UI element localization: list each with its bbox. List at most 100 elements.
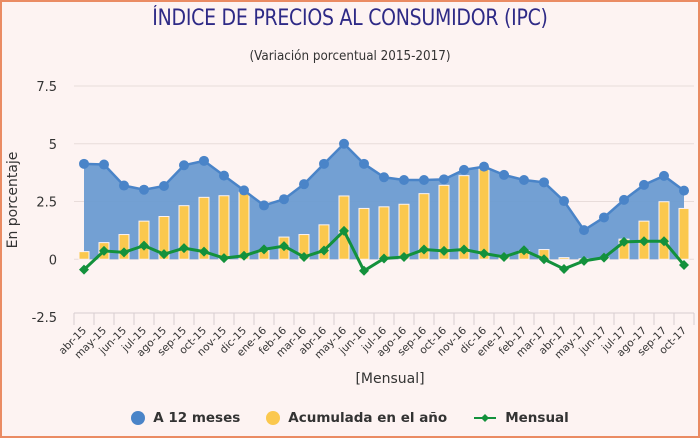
area-point: [79, 158, 89, 169]
area-point: [619, 194, 629, 205]
area-point: [359, 158, 369, 169]
area-point: [139, 184, 149, 195]
legend-item-a12[interactable]: A 12 meses: [131, 410, 240, 426]
bar: [238, 191, 250, 260]
line-series-mensual: [79, 225, 689, 276]
chart-subtitle: (Variación porcentual 2015-2017): [249, 49, 451, 64]
bar: [458, 175, 470, 260]
legend-item-acumulada[interactable]: Acumulada en el año: [266, 410, 447, 426]
mensual-point: [459, 244, 469, 255]
y-tick-label: 0: [49, 253, 57, 268]
bar: [78, 251, 90, 260]
mensual-point: [639, 236, 649, 247]
mensual-point: [259, 244, 269, 255]
mensual-point: [379, 253, 389, 264]
bar: [138, 220, 150, 260]
bar: [478, 167, 490, 260]
mensual-point: [319, 245, 329, 256]
area-point: [339, 138, 349, 149]
circle-icon: [266, 411, 281, 425]
y-tick-label: -2.5: [32, 311, 57, 326]
legend-label: Mensual: [505, 410, 569, 426]
area-point: [679, 185, 689, 196]
mensual-point: [179, 243, 189, 254]
bar: [198, 196, 210, 260]
mensual-point: [499, 251, 509, 262]
x-axis: [73, 312, 695, 325]
area-point: [379, 172, 389, 183]
mensual-point: [599, 252, 609, 263]
chart-title: ÍNDICE DE PRECIOS AL CONSUMIDOR (IPC): [152, 6, 548, 31]
area-point: [539, 177, 549, 188]
y-tick-label: 5: [49, 138, 57, 153]
bar: [378, 206, 390, 260]
area-point: [99, 159, 109, 170]
area-point: [239, 185, 249, 196]
area-point: [659, 170, 669, 181]
mensual-point: [239, 250, 249, 261]
legend-label: Acumulada en el año: [288, 410, 448, 426]
area-point: [179, 160, 189, 171]
area-point: [499, 169, 509, 180]
mensual-point: [299, 251, 309, 262]
area-point: [399, 175, 409, 186]
mensual-point: [439, 245, 449, 256]
area-point: [279, 194, 289, 205]
bar: [158, 216, 170, 260]
mensual-point: [159, 249, 169, 260]
mensual-point: [219, 253, 229, 264]
mensual-point: [119, 247, 129, 258]
mensual-point: [679, 260, 689, 271]
mensual-point: [539, 254, 549, 265]
area-point: [159, 181, 169, 192]
area-point: [479, 161, 489, 172]
bar: [558, 257, 570, 260]
bar: [658, 201, 670, 260]
line-diamond-icon: [474, 414, 497, 422]
bar: [178, 205, 190, 260]
mensual-point: [519, 245, 529, 256]
mensual-point: [79, 264, 89, 275]
area-point: [579, 225, 589, 236]
area-point: [119, 180, 129, 191]
area-point: [599, 212, 609, 223]
circle-icon: [131, 411, 146, 425]
bar: [398, 203, 410, 260]
legend: A 12 meses Acumulada en el año Mensual: [0, 410, 700, 426]
mensual-point: [339, 225, 349, 236]
x-axis-tick-labels: abr-15may-15jun-15jul-15ago-15sep-15oct-…: [57, 324, 689, 361]
area-point: [199, 155, 209, 166]
bar: [678, 207, 690, 260]
y-axis-label: En porcentaje: [5, 152, 21, 249]
area-point: [459, 164, 469, 175]
bar: [438, 184, 450, 260]
area-point: [439, 174, 449, 185]
area-point: [299, 179, 309, 190]
legend-label: A 12 meses: [153, 410, 241, 426]
x-axis-label: [Mensual]: [355, 371, 424, 387]
area-point: [259, 200, 269, 211]
legend-item-mensual[interactable]: Mensual: [473, 410, 569, 426]
bar: [418, 193, 430, 260]
bar: [118, 234, 130, 260]
bar: [218, 195, 230, 260]
mensual-point: [619, 236, 629, 247]
mensual-point: [479, 248, 489, 259]
area-point: [419, 175, 429, 186]
mensual-point: [99, 245, 109, 256]
area-fill: [84, 143, 684, 260]
mensual-point: [199, 246, 209, 257]
mensual-point: [359, 265, 369, 276]
bar: [318, 224, 330, 260]
area-series-line: [79, 138, 689, 236]
y-tick-label: 7.5: [36, 80, 57, 95]
bar-series-acumulada: [78, 167, 690, 261]
mensual-point: [419, 244, 429, 255]
mensual-point: [279, 241, 289, 252]
area-series-a12: [84, 143, 684, 260]
mensual-point: [579, 255, 589, 266]
mensual-point: [559, 263, 569, 274]
y-axis-ticks: 7.5 5 2.5 0 -2.5: [32, 80, 57, 326]
area-point: [319, 158, 329, 169]
